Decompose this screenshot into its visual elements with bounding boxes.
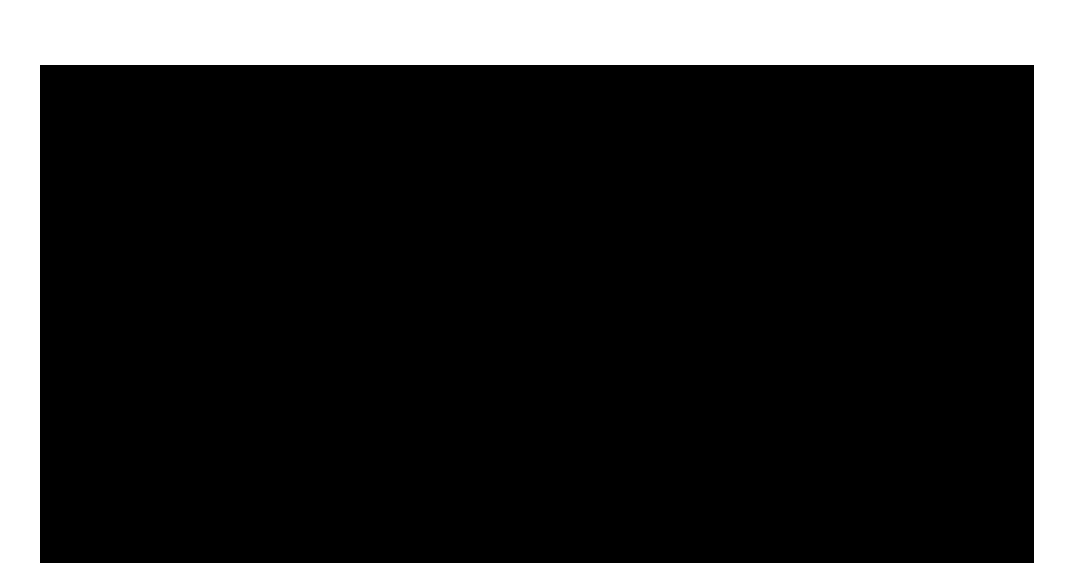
word-cloud-svg [41, 66, 1033, 562]
word-cloud-canvas [40, 65, 1034, 563]
